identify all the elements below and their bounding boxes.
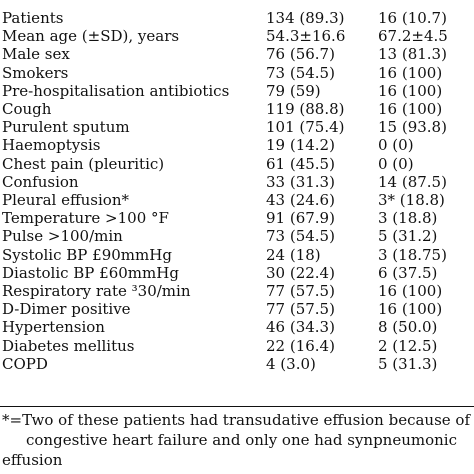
row-value-col1: 77 (57.5) (266, 300, 335, 319)
table-row: Purulent sputum 101 (75.4) 15 (93.8) (0, 118, 474, 136)
table-footnote: *=Two of these patients had transudative… (2, 410, 472, 470)
row-label: Chest pain (pleuritic) (2, 154, 165, 173)
row-label: Male sex (2, 45, 70, 64)
row-value-col1: 54.3±16.6 (266, 27, 346, 46)
row-value-col2: 2 (12.5) (378, 336, 438, 355)
row-value-col1: 19 (14.2) (266, 136, 335, 155)
row-value-col1: 77 (57.5) (266, 282, 335, 301)
row-value-col2: 67.2±4.5 (378, 27, 448, 46)
table-row: Diabetes mellitus 22 (16.4) 2 (12.5) (0, 337, 474, 355)
row-value-col2: 15 (93.8) (378, 118, 447, 137)
row-value-col1: 73 (54.5) (266, 227, 335, 246)
row-value-col2: 8 (50.0) (378, 318, 438, 337)
row-value-col1: 4 (3.0) (266, 354, 316, 373)
table-row: Male sex 76 (56.7) 13 (81.3) (0, 45, 474, 63)
row-label: Temperature >100 °F (2, 209, 169, 228)
table-row: Mean age (±SD), years 54.3±16.6 67.2±4.5 (0, 27, 474, 45)
row-value-col1: 61 (45.5) (266, 154, 335, 173)
footnote-line: *=Two of these patients had transudative… (2, 411, 471, 429)
row-value-col2: 14 (87.5) (378, 172, 447, 191)
table-row: Hypertension 46 (34.3) 8 (50.0) (0, 318, 474, 336)
row-value-col1: 119 (88.8) (266, 100, 345, 119)
row-value-col2: 16 (100) (378, 282, 443, 301)
row-label: Confusion (2, 172, 79, 191)
table-body: Patients 134 (89.3) 16 (10.7) Mean age (±S… (0, 0, 474, 373)
table-row: Haemoptysis 19 (14.2) 0 (0) (0, 136, 474, 154)
table-row: Chest pain (pleuritic) 61 (45.5) 0 (0) (0, 155, 474, 173)
row-label: Pre-hospitalisation antibiotics (2, 81, 230, 100)
row-value-col1: 33 (31.3) (266, 172, 335, 191)
row-value-col2: 3 (18.8) (378, 209, 438, 228)
row-value-col2: 16 (10.7) (378, 9, 447, 27)
row-value-col1: 101 (75.4) (266, 118, 345, 137)
row-value-col2: 16 (100) (378, 63, 443, 82)
footnote-line: effusion (2, 451, 63, 469)
row-label: Diabetes mellitus (2, 336, 135, 355)
row-value-col2: 6 (37.5) (378, 263, 438, 282)
row-value-col1: 76 (56.7) (266, 45, 335, 64)
table-row: Respiratory rate ³30/min 77 (57.5) 16 (100… (0, 282, 474, 300)
footnote-line: congestive heart failure and only one ha… (26, 431, 457, 449)
table-row: Cough 119 (88.8) 16 (100) (0, 100, 474, 118)
data-table: Patients 134 (89.3) 16 (10.7) Mean age (±S… (0, 0, 474, 373)
row-label: Smokers (2, 63, 69, 82)
row-value-col1: 79 (59) (266, 81, 321, 100)
row-value-col2: 3* (18.8) (378, 191, 445, 210)
table-row: Pleural effusion* 43 (24.6) 3* (18.8) (0, 191, 474, 209)
table-top-spacer (0, 0, 474, 9)
row-value-col1: 22 (16.4) (266, 336, 335, 355)
table-row: COPD 4 (3.0) 5 (31.3) (0, 355, 474, 373)
row-value-col2: 0 (0) (378, 136, 414, 155)
row-label: Diastolic BP £60mmHg (2, 263, 179, 282)
row-value-col2: 16 (100) (378, 81, 443, 100)
row-value-col2: 16 (100) (378, 100, 443, 119)
row-value-col1: 46 (34.3) (266, 318, 335, 337)
row-value-col1: 73 (54.5) (266, 63, 335, 82)
row-value-col2: 0 (0) (378, 154, 414, 173)
row-label: Hypertension (2, 318, 105, 337)
row-label: Patients (2, 9, 64, 27)
table-row: Temperature >100 °F 91 (67.9) 3 (18.8) (0, 209, 474, 227)
row-value-col2: 5 (31.2) (378, 227, 438, 246)
row-label: Cough (2, 100, 52, 119)
table-row: Pulse >100/min 73 (54.5) 5 (31.2) (0, 227, 474, 245)
table-row: Patients 134 (89.3) 16 (10.7) (0, 9, 474, 27)
table-row: Smokers 73 (54.5) 16 (100) (0, 64, 474, 82)
table-row: Diastolic BP £60mmHg 30 (22.4) 6 (37.5) (0, 264, 474, 282)
row-label: D-Dimer positive (2, 300, 131, 319)
row-value-col2: 13 (81.3) (378, 45, 447, 64)
row-label: COPD (2, 354, 48, 373)
row-value-col1: 91 (67.9) (266, 209, 335, 228)
row-label: Haemoptysis (2, 136, 101, 155)
row-value-col1: 30 (22.4) (266, 263, 335, 282)
row-label: Pulse >100/min (2, 227, 123, 246)
row-value-col1: 43 (24.6) (266, 191, 335, 210)
row-value-col1: 134 (89.3) (266, 9, 345, 27)
row-label: Respiratory rate ³30/min (2, 282, 191, 301)
table-row: Pre-hospitalisation antibiotics 79 (59) 16… (0, 82, 474, 100)
table-row: D-Dimer positive 77 (57.5) 16 (100) (0, 300, 474, 318)
row-value-col1: 24 (18) (266, 245, 321, 264)
row-label: Mean age (±SD), years (2, 27, 180, 46)
row-value-col2: 3 (18.75) (378, 245, 447, 264)
row-label: Purulent sputum (2, 118, 130, 137)
table-row: Systolic BP £90mmHg 24 (18) 3 (18.75) (0, 246, 474, 264)
row-label: Pleural effusion* (2, 191, 129, 210)
table-row: Confusion 33 (31.3) 14 (87.5) (0, 173, 474, 191)
row-value-col2: 5 (31.3) (378, 354, 438, 373)
row-value-col2: 16 (100) (378, 300, 443, 319)
row-label: Systolic BP £90mmHg (2, 245, 172, 264)
table-bottom-rule (0, 406, 474, 407)
clinical-characteristics-table: Patients 134 (89.3) 16 (10.7) Mean age (±S… (0, 0, 474, 373)
